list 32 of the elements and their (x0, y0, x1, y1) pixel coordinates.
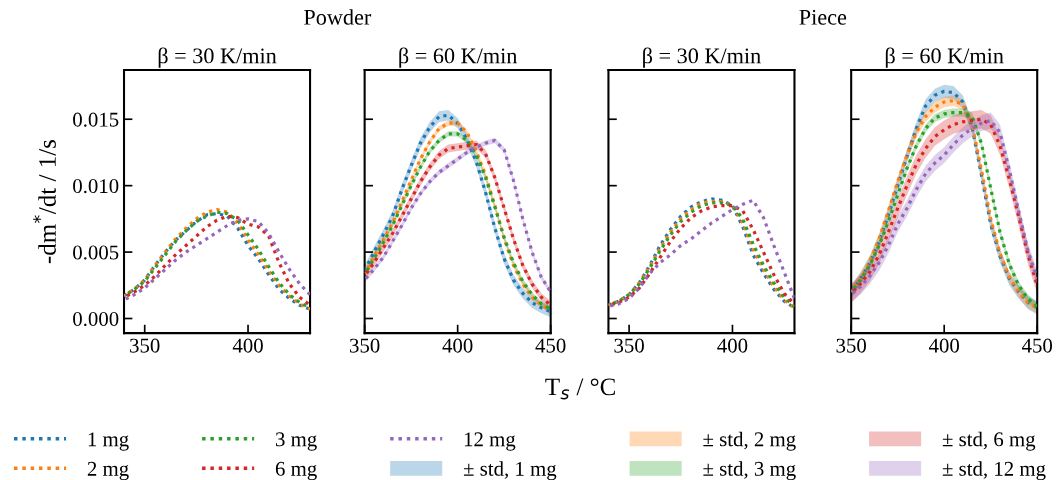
legend-label: 12 mg (464, 432, 516, 451)
x-tick-label: 400 (928, 338, 960, 353)
text: ± std, 1 mg (463, 461, 557, 480)
y-tick-label: 0.000 (73, 311, 119, 327)
x-tick-label: 400 (442, 338, 473, 353)
x-axis-title: T$_{s}$ / °C (545, 378, 615, 400)
y-tick-label: 0.005 (73, 245, 119, 260)
legend-label: 6 mg (275, 461, 317, 480)
y-tick-label: 0.015 (73, 112, 119, 127)
chart-subtitle: β = 60 K/min (399, 47, 518, 68)
chart-subtitle: β = 30 K/min (158, 47, 277, 68)
text: ± std, 3 mg (703, 461, 796, 480)
chart-title: Powder (304, 9, 372, 25)
x-tick-label: 450 (535, 338, 566, 353)
text: ± std, 12 mg (942, 461, 1046, 480)
x-tick-label: 350 (614, 338, 644, 353)
x-tick-label: 350 (836, 338, 867, 353)
x-tick-label: 350 (350, 338, 380, 353)
x-tick-label: 450 (1021, 338, 1053, 353)
text: ± std, 2 mg (703, 431, 796, 451)
chart-subtitle: β = 60 K/min (885, 47, 1004, 68)
x-tick-label: 400 (232, 338, 263, 353)
chart-subtitle: β = 30 K/min (643, 47, 761, 68)
y-tick-label: 0.010 (73, 179, 119, 194)
y-axis-title: -dm$^{*}$/dt / 1/s (33, 140, 56, 264)
x-tick-label: 400 (717, 338, 748, 353)
legend-label: 2 mg (87, 461, 129, 480)
chart-title: Piece (799, 9, 847, 25)
legend-label: 3 mg (275, 432, 317, 451)
text: ± std, 6 mg (942, 431, 1036, 451)
legend-label: 1 mg (88, 432, 129, 451)
x-tick-label: 350 (130, 338, 160, 353)
